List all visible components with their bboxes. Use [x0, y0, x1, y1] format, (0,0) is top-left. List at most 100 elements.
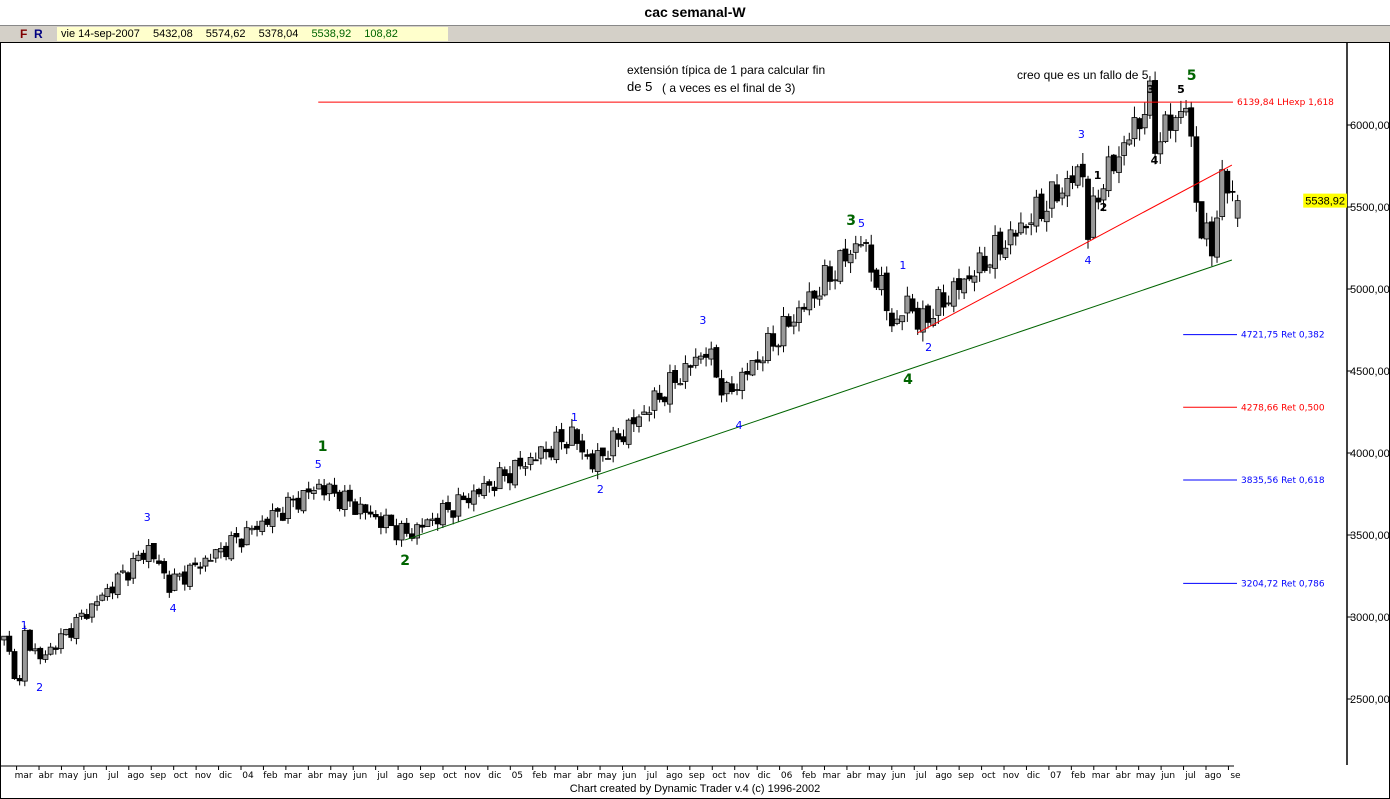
candle-up [218, 548, 224, 553]
candle-down [703, 353, 709, 358]
candle-down [388, 514, 395, 527]
wave-label: 3 [699, 314, 706, 327]
time-tick-label: jun [352, 771, 367, 781]
r-button[interactable]: R [34, 27, 43, 41]
candle-down [486, 481, 493, 486]
candle-down [27, 629, 33, 651]
candle-up [176, 573, 183, 577]
candle-up [1043, 210, 1050, 223]
candle-down [476, 488, 482, 495]
time-tick-label: feb [533, 771, 548, 781]
candle-up [470, 490, 477, 505]
candle-up [145, 545, 152, 562]
candle-up [119, 570, 126, 573]
candle-up [89, 603, 95, 618]
candle-down [83, 614, 90, 619]
candle-down [274, 508, 281, 512]
candle-down [279, 512, 286, 521]
info-date: vie 14-sep-2007 [61, 28, 140, 40]
time-tick-label: jul [915, 771, 927, 781]
candle-up [1121, 142, 1128, 156]
candle-up [723, 382, 730, 395]
candle-down [336, 491, 343, 510]
wave-label: 3 [1147, 83, 1155, 96]
price-tick-label: 5000,00 [1350, 284, 1390, 296]
candle-up [625, 419, 632, 445]
candle-down [150, 543, 157, 560]
candle-up [1064, 178, 1071, 197]
candle-down [140, 552, 147, 560]
candle-up [1177, 111, 1184, 118]
time-tick-label: ago [397, 771, 414, 781]
red-trendline [917, 164, 1233, 334]
candle-down [589, 453, 596, 470]
candle-up [930, 318, 937, 326]
time-tick-label: dic [758, 771, 771, 781]
candle-up [187, 564, 193, 587]
time-tick-label: sep [150, 771, 166, 781]
candle-up [1214, 217, 1220, 258]
candle-down [109, 586, 116, 594]
time-tick-label: jun [1160, 771, 1175, 781]
time-tick-label: sep [420, 771, 436, 781]
time-tick-label: jun [83, 771, 98, 781]
chart-title: cac semanal-W [644, 4, 746, 20]
candle-up [243, 527, 250, 546]
candle-down [295, 497, 302, 510]
candle-up [414, 524, 420, 539]
candle-down [563, 443, 570, 449]
time-tick-label: mar [822, 771, 840, 781]
time-tick-label: nov [733, 771, 750, 781]
wave-label: 4 [1085, 254, 1092, 267]
candle-down [37, 647, 44, 660]
candle-down [347, 489, 353, 502]
candle-up [976, 252, 983, 274]
candle-up [58, 633, 64, 650]
time-tick-label: ago [935, 771, 952, 781]
candle-down [713, 347, 720, 378]
candle-down [445, 502, 451, 510]
candle-down [599, 447, 606, 457]
candle-up [1203, 222, 1210, 240]
candle-down [1224, 170, 1231, 194]
candle-down [507, 473, 513, 484]
candle-down [744, 371, 751, 375]
candle-up [94, 601, 100, 606]
wave-label: 3 [846, 213, 856, 229]
candle-down [1152, 80, 1158, 154]
time-tick-label: nov [464, 771, 481, 781]
price-tick-label: 3500,00 [1350, 530, 1390, 542]
last-price-highlight [1303, 193, 1347, 208]
time-tick-label: dic [488, 771, 501, 781]
candle-down [6, 635, 13, 652]
wave-label: 2 [1100, 201, 1108, 214]
candle-up [1126, 139, 1133, 145]
candle-up [1048, 181, 1055, 209]
candle-down [718, 378, 725, 396]
f-button[interactable]: F [20, 27, 28, 41]
time-tick-label: may [59, 771, 79, 781]
price-tick-label: 5500,00 [1350, 202, 1390, 214]
candle-down [1110, 154, 1117, 172]
candle-up [821, 265, 828, 296]
wave-label: 5 [315, 458, 322, 471]
candle-down [956, 278, 962, 290]
candle-down [1023, 225, 1029, 229]
candle-up [641, 411, 648, 415]
candle-down [501, 469, 508, 477]
wave-label: 5 [858, 217, 865, 230]
candle-down [728, 383, 735, 392]
candle-up [1007, 229, 1014, 246]
candle-up [945, 302, 952, 305]
candle-up [646, 412, 653, 415]
candle-down [192, 562, 199, 566]
candle-up [971, 275, 978, 283]
candle-down [966, 275, 973, 280]
candle-down [1054, 184, 1060, 202]
price-tick-label: 4000,00 [1350, 448, 1390, 460]
candle-up [734, 389, 740, 391]
candle-down [305, 488, 312, 493]
candle-up [481, 482, 488, 496]
candle-up [1116, 156, 1122, 173]
